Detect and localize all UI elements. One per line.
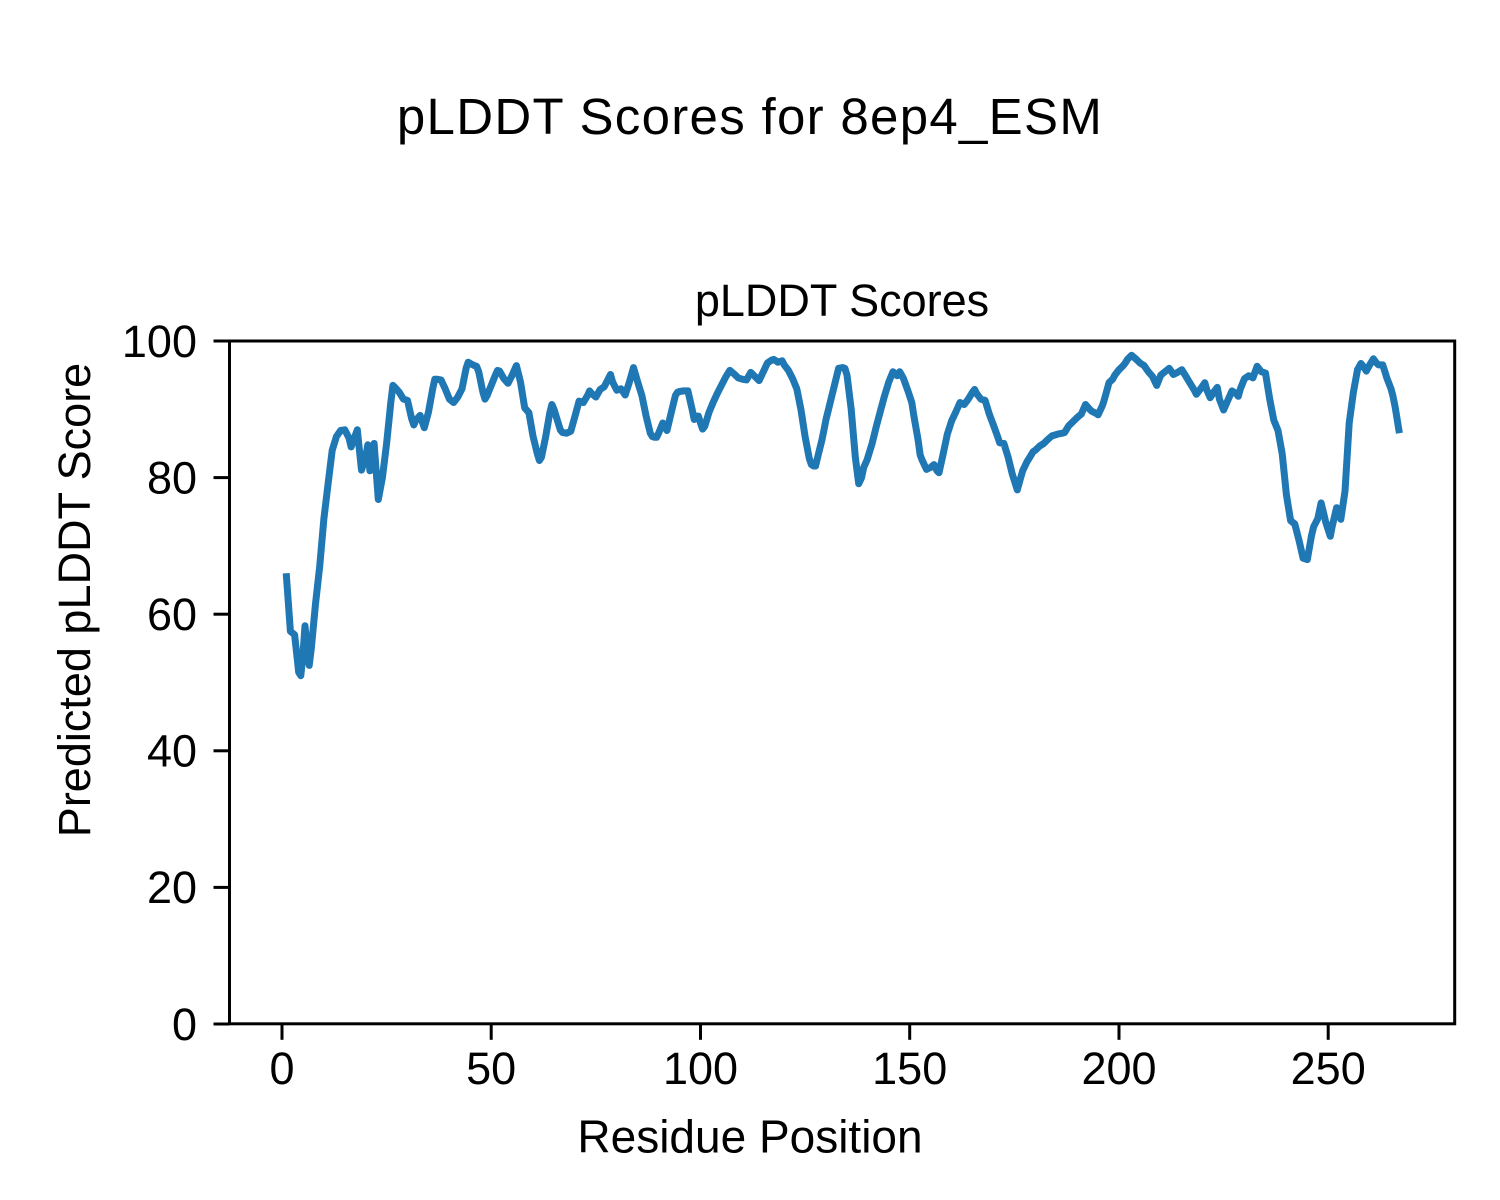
svg-text:200: 200: [1081, 1043, 1156, 1094]
svg-text:100: 100: [663, 1043, 738, 1094]
svg-text:Predicted pLDDT Score: Predicted pLDDT Score: [49, 363, 100, 837]
svg-text:pLDDT Scores for 8ep4_ESM: pLDDT Scores for 8ep4_ESM: [397, 88, 1103, 145]
svg-text:150: 150: [872, 1043, 947, 1094]
svg-text:250: 250: [1291, 1043, 1366, 1094]
svg-text:60: 60: [147, 589, 197, 640]
svg-text:100: 100: [122, 316, 197, 367]
svg-text:0: 0: [172, 999, 197, 1050]
svg-text:40: 40: [147, 726, 197, 777]
svg-text:pLDDT Scores: pLDDT Scores: [695, 275, 989, 326]
svg-text:80: 80: [147, 452, 197, 503]
svg-text:50: 50: [466, 1043, 516, 1094]
svg-text:20: 20: [147, 862, 197, 913]
svg-text:Residue Position: Residue Position: [577, 1110, 922, 1162]
svg-text:0: 0: [269, 1043, 294, 1094]
